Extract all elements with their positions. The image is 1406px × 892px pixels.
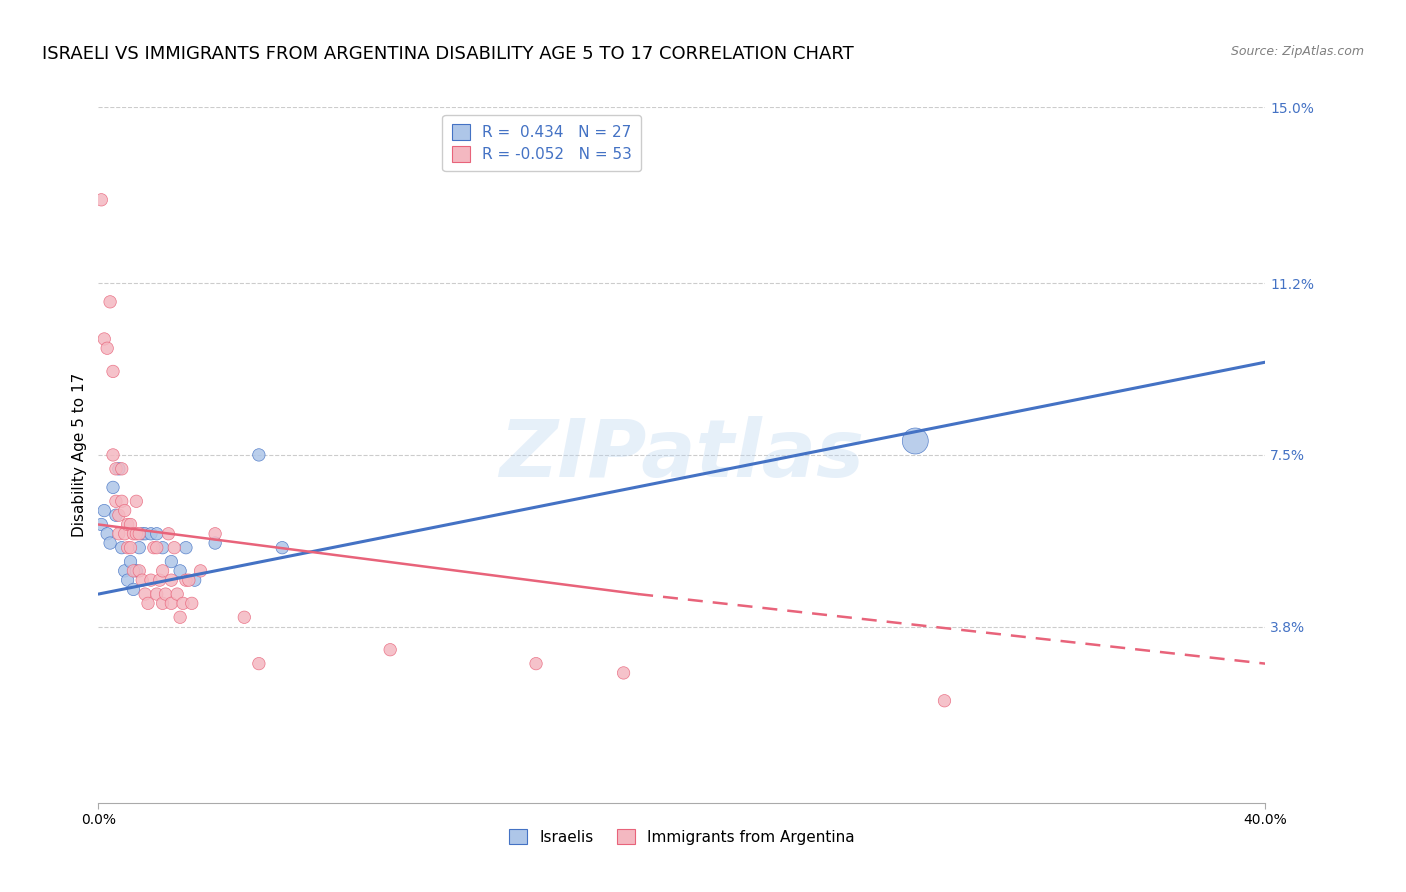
Point	[108, 462, 131, 476]
Point	[380, 642, 402, 657]
Point	[146, 541, 169, 555]
Point	[128, 564, 150, 578]
Point	[101, 480, 124, 494]
Point	[117, 541, 139, 555]
Point	[125, 526, 148, 541]
Point	[108, 526, 131, 541]
Point	[904, 434, 927, 448]
Point	[524, 657, 547, 671]
Point	[271, 541, 294, 555]
Point	[612, 665, 634, 680]
Point	[169, 564, 191, 578]
Point	[125, 494, 148, 508]
Point	[166, 587, 188, 601]
Point	[111, 462, 134, 476]
Point	[190, 564, 212, 578]
Point	[131, 526, 153, 541]
Point	[114, 526, 136, 541]
Point	[172, 596, 194, 610]
Point	[122, 582, 145, 597]
Y-axis label: Disability Age 5 to 17: Disability Age 5 to 17	[72, 373, 87, 537]
Point	[146, 526, 169, 541]
Point	[101, 448, 124, 462]
Point	[180, 596, 202, 610]
Point	[160, 573, 183, 587]
Point	[152, 596, 174, 610]
Point	[98, 294, 121, 309]
Point	[233, 610, 256, 624]
Point	[108, 508, 131, 523]
Point	[134, 526, 156, 541]
Point	[134, 587, 156, 601]
Point	[120, 541, 142, 555]
Point	[114, 564, 136, 578]
Point	[152, 564, 174, 578]
Point	[157, 526, 180, 541]
Point	[111, 494, 134, 508]
Point	[90, 193, 112, 207]
Point	[160, 555, 183, 569]
Text: ZIPatlas: ZIPatlas	[499, 416, 865, 494]
Point	[122, 564, 145, 578]
Point	[90, 517, 112, 532]
Point	[125, 564, 148, 578]
Point	[114, 503, 136, 517]
Point	[120, 517, 142, 532]
Point	[96, 341, 118, 355]
Text: ISRAELI VS IMMIGRANTS FROM ARGENTINA DISABILITY AGE 5 TO 17 CORRELATION CHART: ISRAELI VS IMMIGRANTS FROM ARGENTINA DIS…	[42, 45, 853, 62]
Point	[120, 555, 142, 569]
Point	[152, 541, 174, 555]
Point	[183, 573, 205, 587]
Point	[93, 503, 115, 517]
Point	[104, 462, 127, 476]
Point	[93, 332, 115, 346]
Point	[247, 657, 270, 671]
Point	[128, 526, 150, 541]
Point	[139, 526, 162, 541]
Point	[204, 536, 226, 550]
Text: Source: ZipAtlas.com: Source: ZipAtlas.com	[1230, 45, 1364, 58]
Point	[204, 526, 226, 541]
Point	[117, 573, 139, 587]
Point	[155, 587, 177, 601]
Point	[149, 573, 172, 587]
Point	[174, 541, 197, 555]
Point	[169, 610, 191, 624]
Point	[934, 694, 956, 708]
Point	[142, 541, 165, 555]
Point	[247, 448, 270, 462]
Point	[128, 541, 150, 555]
Point	[104, 508, 127, 523]
Point	[122, 526, 145, 541]
Point	[177, 573, 200, 587]
Point	[139, 573, 162, 587]
Point	[101, 364, 124, 378]
Point	[98, 536, 121, 550]
Point	[111, 541, 134, 555]
Legend: Israelis, Immigrants from Argentina: Israelis, Immigrants from Argentina	[503, 822, 860, 851]
Point	[146, 587, 169, 601]
Point	[174, 573, 197, 587]
Point	[136, 596, 159, 610]
Point	[131, 573, 153, 587]
Point	[96, 526, 118, 541]
Point	[160, 596, 183, 610]
Point	[104, 494, 127, 508]
Point	[163, 541, 186, 555]
Point	[117, 517, 139, 532]
